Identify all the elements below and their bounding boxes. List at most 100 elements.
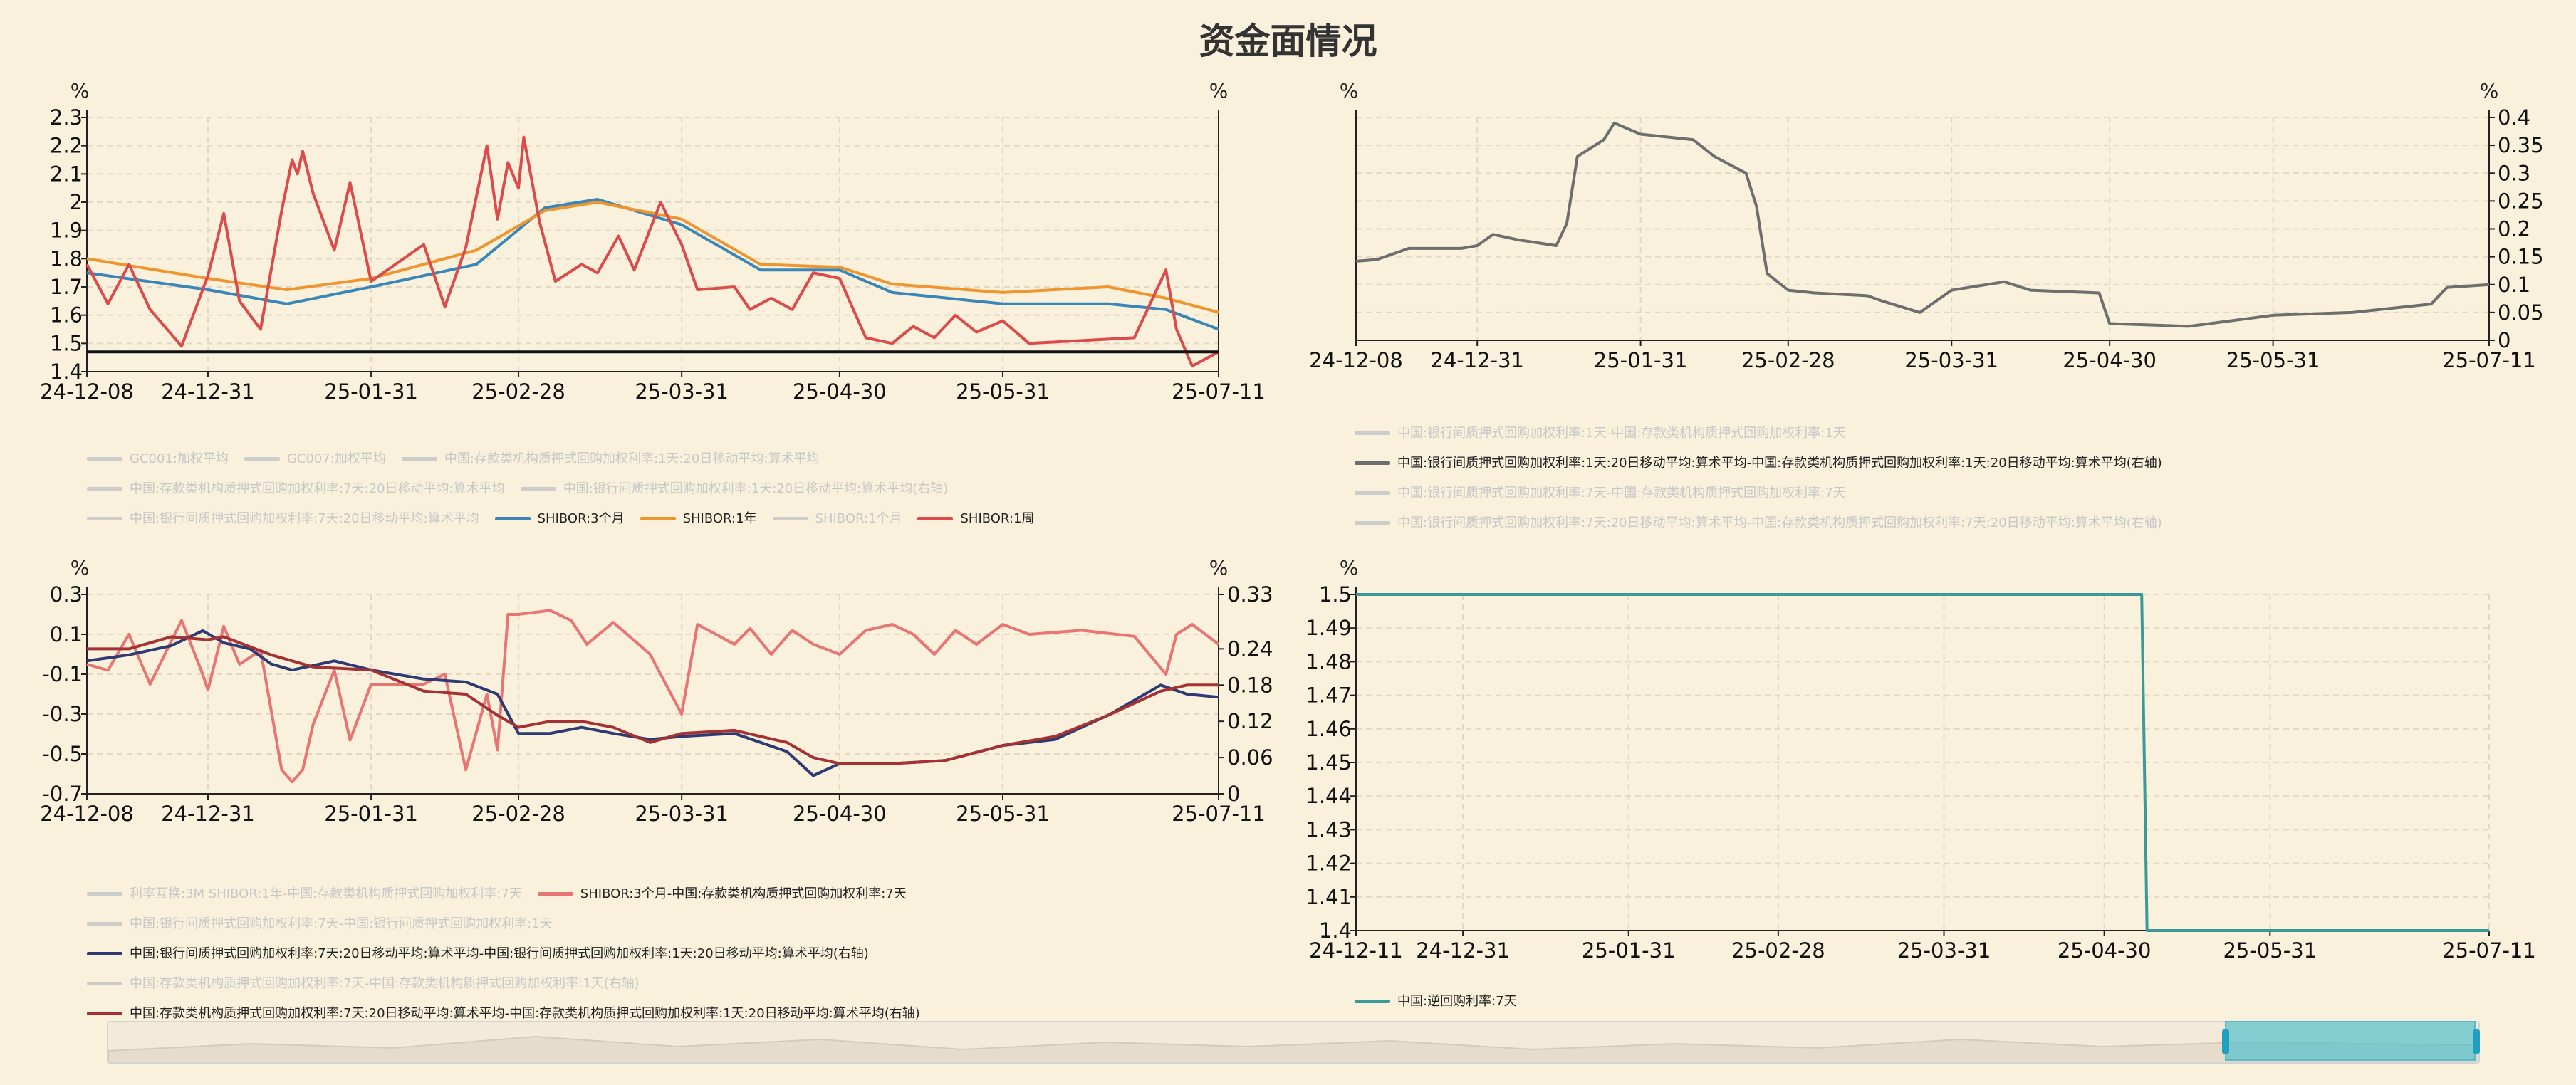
legend-item[interactable]: 中国:逆回购利率:7天 [1355, 987, 1517, 1015]
x-tick-label: 25-01-31 [1582, 938, 1676, 963]
y-tick-label: -0.1 [42, 662, 83, 686]
y-tick-label: 1.46 [1305, 717, 1352, 741]
legend-item[interactable]: SHIBOR:1个月 [772, 505, 902, 533]
y-tick-label: -0.7 [42, 782, 83, 806]
legend-swatch [494, 517, 531, 520]
legend-label: 中国:银行间质押式回购加权利率:7天:20日移动平均:算术平均-中国:存款类机构… [1397, 515, 2162, 530]
x-tick-label: 24-12-31 [1416, 938, 1510, 963]
y-tick-label-right: 0.4 [2498, 105, 2530, 130]
legend-item[interactable]: 利率互换:3M SHIBOR:1年-中国:存款类机构质押式回购加权利率:7天 [87, 880, 522, 908]
x-tick-label: 25-07-11 [2442, 348, 2536, 372]
legend-item[interactable]: SHIBOR:3个月 [494, 505, 625, 533]
chart-term-spread: -0.7 -0.5 -0.3 -0.1 0.1 0.3 0 0.06 0.12 0.18 0.24 0… [40, 556, 1273, 826]
legend-swatch [1355, 491, 1390, 495]
x-tick-label: 25-07-11 [1172, 379, 1266, 404]
legend-label: SHIBOR:3个月 [537, 511, 625, 526]
x-tick-label: 25-04-30 [793, 379, 887, 404]
x-tick-label: 25-04-30 [793, 802, 887, 826]
legend-item[interactable]: 中国:存款类机构质押式回购加权利率:7天:20日移动平均:算术平均 [87, 475, 505, 503]
y-tick-label: 1.49 [1305, 616, 1352, 640]
x-tick-label: 25-03-31 [635, 379, 729, 404]
y-tick-label: 1.44 [1305, 784, 1352, 808]
legend-swatch [87, 1012, 122, 1015]
legend-term-spread: 利率互换:3M SHIBOR:1年-中国:存款类机构质押式回购加权利率:7天 SH… [87, 878, 1283, 1027]
legend-label: GC007:加权平均 [286, 451, 386, 466]
y-tick-label-right: 0.35 [2498, 133, 2544, 157]
legend-item[interactable]: 中国:银行间质押式回购加权利率:1天:20日移动平均:算术平均(右轴) [520, 475, 949, 503]
legend-item[interactable]: 中国:银行间质押式回购加权利率:7天:20日移动平均:算术平均 [87, 505, 479, 533]
x-tick-label: 24-12-11 [1309, 938, 1403, 963]
legend-swatch [401, 457, 437, 461]
series-line-2 [87, 635, 1219, 765]
legend-swatch [917, 517, 954, 520]
legend-item[interactable]: 中国:银行间质押式回购加权利率:7天:20日移动平均:算术平均-中国:存款类机构… [1355, 509, 2162, 537]
data-zoom-handle-right[interactable] [2473, 1029, 2480, 1054]
y-tick-label: 1.6 [50, 303, 83, 327]
x-tick-label: 25-01-31 [324, 802, 418, 826]
legend-label: 中国:银行间质押式回购加权利率:7天-中国:银行间质押式回购加权利率:1天 [130, 916, 553, 931]
legend-swatch [520, 487, 556, 491]
legend-item[interactable]: SHIBOR:1周 [917, 505, 1034, 533]
y-tick-label-right: 0.18 [1227, 673, 1273, 697]
x-tick-label: 25-05-31 [2226, 348, 2320, 372]
legend-item[interactable]: 中国:银行间质押式回购加权利率:1天:20日移动平均:算术平均-中国:存款类机构… [1355, 449, 2162, 477]
y-tick-label-right: 0.15 [2498, 245, 2544, 269]
x-tick-label: 25-02-28 [1741, 348, 1835, 372]
legend-item[interactable]: 中国:存款类机构质押式回购加权利率:7天-中国:存款类机构质押式回购加权利率:1… [87, 970, 640, 997]
legend-item[interactable]: 中国:银行间质押式回购加权利率:7天:20日移动平均:算术平均-中国:银行间质押… [87, 940, 869, 968]
x-tick-label: 25-02-28 [471, 802, 565, 826]
legend-item[interactable]: 中国:存款类机构质押式回购加权利率:1天:20日移动平均:算术平均 [401, 445, 820, 473]
y-tick-label-right: 0.2 [2498, 217, 2530, 241]
y-tick-label-right: 0.06 [1227, 745, 1273, 770]
x-tick-label: 25-02-28 [1731, 938, 1825, 963]
y-tick-label: 0.3 [50, 582, 83, 607]
x-tick-label: 24-12-31 [161, 379, 255, 404]
series-line-0 [1356, 593, 2489, 932]
legend-swatch [537, 892, 573, 896]
unit-label-right: % [1209, 556, 1229, 580]
series-line-0 [86, 198, 1219, 331]
y-tick-label: 1.43 [1305, 817, 1352, 842]
legend-item[interactable]: 中国:存款类机构质押式回购加权利率:7天:20日移动平均:算术平均-中国:存款类… [87, 1000, 920, 1027]
legend-label: 中国:逆回购利率:7天 [1397, 994, 1517, 1009]
data-zoom-handle-left[interactable] [2222, 1029, 2229, 1054]
legend-item[interactable]: GC001:加权平均 [87, 445, 229, 473]
legend-label: 中国:银行间质押式回购加权利率:1天:20日移动平均:算术平均-中国:存款类机构… [1397, 456, 2162, 471]
legend-label: 中国:银行间质押式回购加权利率:1天:20日移动平均:算术平均(右轴) [563, 481, 949, 496]
y-tick-label-right: 0.1 [2498, 273, 2530, 297]
y-tick-label: -0.3 [42, 702, 83, 726]
legend-label: 中国:银行间质押式回购加权利率:7天-中国:存款类机构质押式回购加权利率:7天 [1397, 486, 1846, 500]
x-tick-label: 25-01-31 [324, 379, 418, 404]
y-tick-label-right: 0.24 [1227, 636, 1273, 661]
legend-label: 中国:存款类机构质押式回购加权利率:7天:20日移动平均:算术平均-中国:存款类… [130, 1006, 920, 1021]
x-tick-label: 25-07-11 [2442, 938, 2536, 963]
unit-label-left: % [71, 556, 90, 580]
x-tick-label: 25-03-31 [1904, 348, 1998, 372]
y-tick-label: 0.1 [50, 622, 83, 646]
legend-swatch [772, 517, 808, 520]
legend-item[interactable]: 中国:银行间质押式回购加权利率:7天-中国:存款类机构质押式回购加权利率:7天 [1355, 479, 1846, 507]
data-zoom-slider[interactable] [107, 1021, 2480, 1064]
legend-label: 中国:银行间质押式回购加权利率:7天:20日移动平均:算术平均 [130, 511, 479, 526]
legend-item[interactable]: 中国:银行间质押式回购加权利率:7天-中国:银行间质押式回购加权利率:1天 [87, 910, 553, 938]
legend-item[interactable]: SHIBOR:3个月-中国:存款类机构质押式回购加权利率:7天 [537, 880, 907, 908]
y-tick-label: 1.9 [50, 219, 83, 243]
y-tick-label: 1.7 [50, 275, 83, 299]
x-tick-label: 25-03-31 [635, 802, 729, 826]
x-tick-label: 25-01-31 [1594, 348, 1688, 372]
legend-item[interactable]: SHIBOR:1年 [640, 505, 757, 533]
unit-label-left: % [71, 79, 90, 103]
y-tick-label-right: 0.25 [2498, 189, 2544, 213]
x-tick-label: 24-12-31 [1430, 348, 1524, 372]
unit-label-right: % [1209, 79, 1229, 103]
legend-item[interactable]: GC007:加权平均 [244, 445, 386, 473]
x-tick-label: 25-07-11 [1172, 802, 1266, 826]
x-tick-label: 24-12-08 [40, 802, 134, 826]
legend-item[interactable]: 中国:银行间质押式回购加权利率:1天-中国:存款类机构质押式回购加权利率:1天 [1355, 419, 1846, 447]
legend-swatch [1355, 461, 1390, 465]
y-tick-label: 1.41 [1305, 885, 1352, 909]
series-line-0 [1355, 121, 2490, 328]
data-zoom-window[interactable] [2225, 1021, 2476, 1061]
x-tick-label: 25-04-30 [2058, 938, 2152, 963]
y-tick-label: 1.4 [1319, 918, 1352, 943]
